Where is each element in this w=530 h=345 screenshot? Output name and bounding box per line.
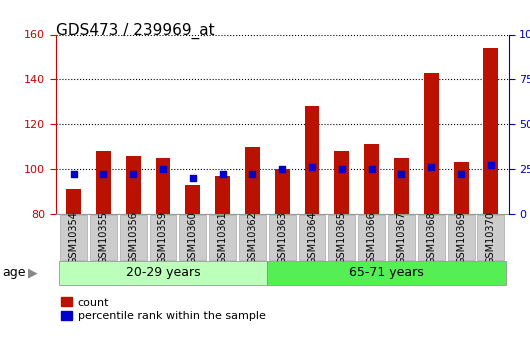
FancyBboxPatch shape: [478, 215, 505, 259]
Text: 65-71 years: 65-71 years: [349, 266, 424, 279]
Bar: [275, 169, 290, 214]
Bar: [96, 151, 111, 214]
FancyBboxPatch shape: [418, 215, 445, 259]
Text: GSM10370: GSM10370: [486, 211, 496, 264]
Bar: [66, 189, 81, 214]
Bar: [155, 158, 171, 214]
Text: GSM10362: GSM10362: [248, 211, 258, 264]
Bar: [424, 73, 439, 214]
FancyBboxPatch shape: [269, 215, 296, 259]
Text: 20-29 years: 20-29 years: [126, 266, 200, 279]
FancyBboxPatch shape: [448, 215, 474, 259]
Point: [397, 172, 405, 177]
FancyBboxPatch shape: [209, 215, 236, 259]
Text: GSM10366: GSM10366: [367, 211, 377, 264]
Text: GSM10369: GSM10369: [456, 211, 466, 264]
FancyBboxPatch shape: [179, 215, 206, 259]
Bar: [215, 176, 230, 214]
Bar: [186, 185, 200, 214]
FancyBboxPatch shape: [60, 215, 87, 259]
Point: [99, 172, 108, 177]
Text: GSM10363: GSM10363: [277, 211, 287, 264]
FancyBboxPatch shape: [59, 261, 267, 285]
Bar: [305, 106, 320, 214]
Point: [158, 166, 167, 172]
FancyBboxPatch shape: [149, 215, 176, 259]
FancyBboxPatch shape: [298, 215, 325, 259]
Text: GSM10368: GSM10368: [426, 211, 436, 264]
FancyBboxPatch shape: [120, 215, 147, 259]
Text: GSM10364: GSM10364: [307, 211, 317, 264]
Bar: [245, 147, 260, 214]
Point: [308, 165, 316, 170]
FancyBboxPatch shape: [239, 215, 266, 259]
Text: GSM10355: GSM10355: [99, 211, 108, 264]
Bar: [454, 162, 469, 214]
Bar: [126, 156, 140, 214]
Point: [189, 175, 197, 181]
Text: GSM10359: GSM10359: [158, 211, 168, 264]
Text: age: age: [3, 266, 26, 279]
Point: [218, 172, 227, 177]
FancyBboxPatch shape: [388, 215, 415, 259]
Bar: [394, 158, 409, 214]
Bar: [364, 144, 379, 214]
Point: [367, 166, 376, 172]
Point: [278, 166, 286, 172]
Legend: count, percentile rank within the sample: count, percentile rank within the sample: [61, 297, 266, 321]
Text: GDS473 / 239969_at: GDS473 / 239969_at: [56, 22, 214, 39]
Point: [457, 172, 465, 177]
Bar: [483, 48, 498, 214]
FancyBboxPatch shape: [90, 215, 117, 259]
FancyBboxPatch shape: [329, 215, 355, 259]
Text: ▶: ▶: [28, 266, 37, 279]
FancyBboxPatch shape: [358, 215, 385, 259]
Point: [248, 172, 257, 177]
Point: [427, 165, 436, 170]
Text: GSM10354: GSM10354: [68, 211, 78, 264]
Text: GSM10356: GSM10356: [128, 211, 138, 264]
Point: [129, 172, 137, 177]
Bar: [334, 151, 349, 214]
Text: GSM10360: GSM10360: [188, 211, 198, 264]
FancyBboxPatch shape: [267, 261, 506, 285]
Text: GSM10361: GSM10361: [218, 211, 227, 264]
Point: [69, 172, 78, 177]
Text: GSM10367: GSM10367: [396, 211, 407, 264]
Point: [487, 163, 495, 168]
Point: [338, 166, 346, 172]
Text: GSM10365: GSM10365: [337, 211, 347, 264]
